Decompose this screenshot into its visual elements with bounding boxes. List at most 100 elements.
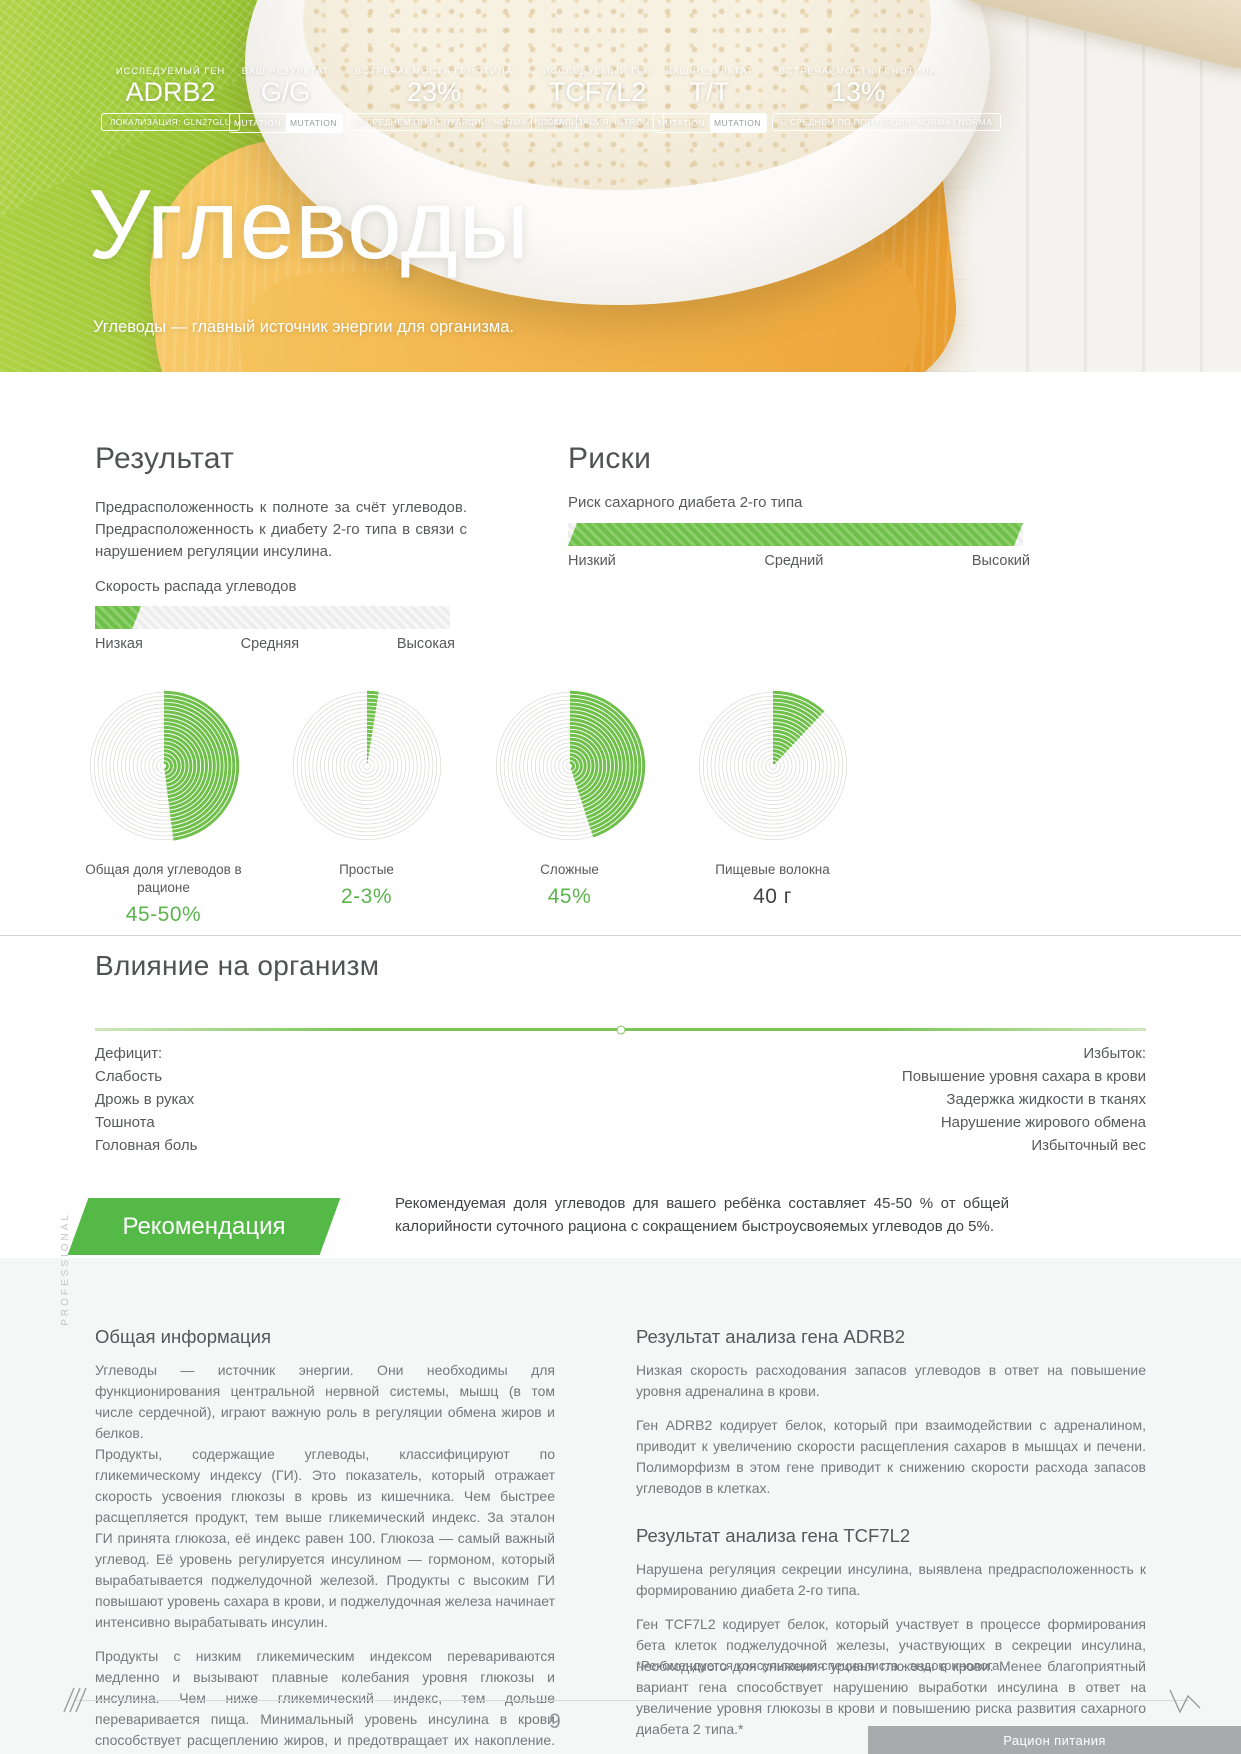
list-item: Задержка жидкости в тканях (946, 1091, 1146, 1108)
photo-wood-planks (971, 0, 1241, 372)
mutation-toggle-right: MUTATION (285, 114, 342, 133)
scale-high: Высокая (396, 636, 455, 652)
list-item: Тошнота (95, 1114, 155, 1131)
gene-result-adrb2: Результат анализа гена ADRB2 Низкая скор… (636, 1326, 1146, 1499)
list-item: Дрожь в руках (95, 1091, 195, 1108)
risks-heading: Риски (568, 442, 652, 475)
page-title: Углеводы (88, 169, 531, 279)
chart-label: Общая доля углеводов в рационе (85, 862, 242, 895)
frequency-value: 23% (406, 77, 462, 107)
list-item: Головная боль (95, 1137, 198, 1154)
gene-result-text: Низкая скорость расходования запасов угл… (636, 1360, 1146, 1499)
risk-bar-label: Риск сахарного диабета 2-го типа (568, 494, 803, 511)
result-value: G/G (260, 77, 311, 107)
mutation-toggle-left: MUTATION (233, 118, 282, 129)
gene-result-text: Нарушена регуляция секреции инсулина, вы… (636, 1559, 1146, 1740)
gene-result-heading: Результат анализа гена TCF7L2 (636, 1525, 911, 1546)
hero-photo: ИССЛЕДУЕМЫЙ ГЕН ADRB2 ЛОКАЛИЗАЦИЯ: GLN27… (0, 0, 1241, 372)
recommendation-text: Рекомендуемая доля углеводов для вашего … (395, 1195, 1009, 1235)
gene-panel-adrb2: ИССЛЕДУЕМЫЙ ГЕН ADRB2 ЛОКАЛИЗАЦИЯ: GLN27… (88, 66, 253, 132)
gene-paragraph: Нарушена регуляция секреции инсулина, вы… (636, 1561, 1146, 1598)
scale-mid: Средний (764, 553, 824, 569)
mutation-toggle-right: MUTATION (709, 114, 766, 133)
ring-chart (671, 686, 874, 851)
ring-chart (265, 686, 468, 851)
recommendation-banner-label: Рекомендация (122, 1212, 286, 1240)
result-heading: Результат (95, 442, 235, 475)
list-item: Повышение уровня сахара в крови (901, 1068, 1146, 1085)
scale-low: Низкий (568, 553, 616, 569)
ring-chart (468, 686, 671, 851)
result-panel-tcf7l2: ВАШ РЕЗУЛЬТАТ T/T MUTATION MUTATION (652, 66, 767, 134)
frequency-panel-adrb2: ВСТРЕЧАЕМОСТЬ ГЕНОТИПА 23% В СРЕДНЕМ ПО … (348, 66, 578, 132)
result-label: ВАШ РЕЗУЛЬТАТ (241, 66, 330, 77)
page-subtitle: Углеводы — главный источник энергии для … (93, 318, 515, 336)
speed-bar-track (95, 606, 450, 629)
scale-mid: Средняя (240, 636, 300, 652)
frequency-value: 13% (830, 77, 886, 107)
speed-bar-fill (95, 606, 141, 629)
gene-paragraph: Ген ADRB2 кодирует белок, который при вз… (636, 1417, 1146, 1496)
general-info-column: Общая информация Углеводы — источник эне… (95, 1326, 555, 1754)
risk-bar-track (568, 523, 1023, 546)
population-badge: В СРЕДНЕМ ПО ПОПУЛЯЦИИ: NORMA / NORMA (772, 113, 1002, 132)
speed-bar-scale: Низкая Средняя Высокая (95, 636, 455, 652)
section-separator (0, 935, 1241, 936)
bottom-section-background (0, 1258, 1241, 1754)
general-info-heading: Общая информация (95, 1326, 271, 1347)
mutation-toggle-left: MUTATION (657, 118, 706, 129)
speed-bar-label: Скорость распада углеводов (95, 578, 297, 595)
footer-right-ornament (1169, 1689, 1201, 1714)
info-paragraph: Углеводы — источник энергии. Они необход… (95, 1362, 555, 1441)
influence-heading: Влияние на организм (95, 950, 380, 981)
general-info-text: Углеводы — источник энергии. Они необход… (95, 1360, 555, 1754)
chart-total-carbs: Общая доля углеводов в рационе 45-50% (62, 686, 265, 927)
gene-label: ИССЛЕДУЕМЫЙ ГЕН (542, 66, 653, 77)
excess-title: Избыток: (1083, 1045, 1146, 1062)
gene-localization-badge: ЛОКАЛИЗАЦИЯ: INTRON3 (531, 113, 664, 132)
scale-high: Высокий (971, 553, 1030, 569)
gene-paragraph: Низкая скорость расходования запасов угл… (636, 1362, 1146, 1399)
page-number: 9 (549, 1710, 561, 1733)
risk-bar-fill (568, 523, 1023, 546)
list-item: Нарушение жирового обмена (940, 1114, 1146, 1131)
chart-value: 40 г (753, 885, 792, 908)
footer-rule (75, 1700, 1189, 1701)
chart-label: Пищевые волокна (715, 862, 830, 877)
chart-value: 2-3% (340, 885, 393, 908)
ring-charts-row: Общая доля углеводов в рационе 45-50% Пр… (62, 686, 874, 927)
divider-dot (616, 1025, 625, 1034)
result-text: Предрасположенность к полноте за счёт уг… (95, 499, 467, 560)
gene-paragraph: Ген TCF7L2 кодирует белок, который участ… (636, 1616, 1146, 1737)
professional-side-label: PROFESSIONAL (60, 1212, 71, 1326)
gene-panel-tcf7l2: ИССЛЕДУЕМЫЙ ГЕН TCF7L2 ЛОКАЛИЗАЦИЯ: INTR… (515, 66, 680, 132)
gene-result-tcf7l2: Результат анализа гена TCF7L2 Нарушена р… (636, 1525, 1146, 1740)
deficit-title: Дефицит: (95, 1045, 163, 1062)
mutation-toggle: MUTATION MUTATION (228, 113, 343, 134)
risk-bar-scale: Низкий Средний Высокий (568, 553, 1030, 569)
mutation-toggle: MUTATION MUTATION (652, 113, 767, 134)
chart-fiber: Пищевые волокна 40 г (671, 686, 874, 927)
list-item: Слабость (95, 1068, 163, 1085)
result-label: ВАШ РЕЗУЛЬТАТ (665, 66, 754, 77)
result-value: T/T (689, 77, 730, 107)
excess-list: Избыток: Повышение уровня сахара в крови… (902, 1042, 1146, 1157)
ring-chart (62, 686, 265, 851)
population-badge: В СРЕДНЕМ ПО ПОПУЛЯЦИИ: NORMA / NORMA (348, 113, 578, 132)
footnote: *Рекомендуется консультация специалиста … (636, 1658, 1004, 1673)
gene-name: ADRB2 (125, 77, 216, 107)
chart-simple-carbs: Простые 2-3% (265, 686, 468, 927)
gene-results-column: Результат анализа гена ADRB2 Низкая скор… (636, 1326, 1146, 1753)
info-paragraph: Продукты с низким гликемическим индексом… (95, 1648, 555, 1754)
chart-label: Сложные (540, 862, 599, 877)
frequency-label: ВСТРЕЧАЕМОСТЬ ГЕНОТИПА (355, 66, 513, 77)
footer-section-label: Рацион питания (868, 1726, 1241, 1754)
frequency-panel-tcf7l2: ВСТРЕЧАЕМОСТЬ ГЕНОТИПА 13% В СРЕДНЕМ ПО … (772, 66, 1002, 132)
deficit-list: Дефицит: Слабость Дрожь в руках Тошнота … (95, 1042, 197, 1157)
chart-value: 45% (547, 885, 592, 908)
scale-low: Низкая (95, 636, 143, 652)
gene-localization-badge: ЛОКАЛИЗАЦИЯ: GLN27GLU (100, 113, 241, 132)
result-panel-adrb2: ВАШ РЕЗУЛЬТАТ G/G MUTATION MUTATION (228, 66, 343, 134)
list-item: Избыточный вес (1031, 1137, 1146, 1154)
